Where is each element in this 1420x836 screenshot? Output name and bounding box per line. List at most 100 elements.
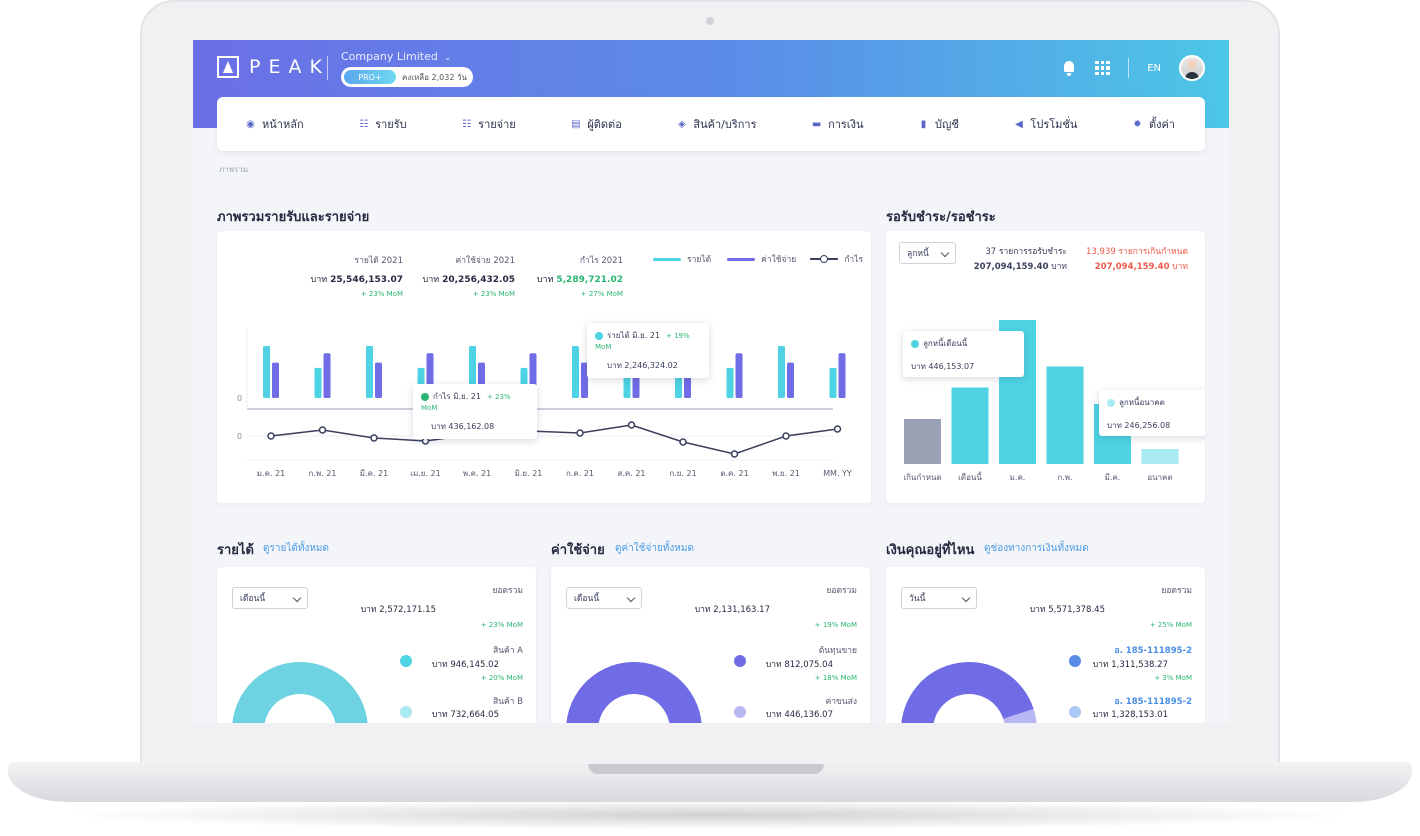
nav-item-6[interactable]: ▬ การเงิน bbox=[811, 115, 864, 133]
summary-value: 5,289,721.02 bbox=[556, 275, 623, 285]
income-donut-chart bbox=[232, 662, 368, 723]
profit-point[interactable] bbox=[576, 429, 584, 437]
legend-profit-swatch bbox=[810, 254, 839, 264]
expense-bar[interactable] bbox=[838, 353, 846, 398]
profit-point[interactable] bbox=[267, 432, 275, 440]
total-value: บาท 5,571,378.45 bbox=[1029, 605, 1105, 615]
income-view-all-link[interactable]: ดูรายได้ทั้งหมด bbox=[263, 543, 330, 554]
tooltip-title: ลูกหนี้อนาคต bbox=[1119, 398, 1165, 407]
nav-item-1[interactable]: ◉ หน้าหลัก bbox=[245, 115, 304, 133]
x-tick-label: MM. YY bbox=[823, 469, 852, 478]
total-label: ยอดรวม bbox=[1161, 586, 1192, 596]
expense-bar[interactable] bbox=[735, 353, 743, 398]
tooltip-dot bbox=[1107, 398, 1115, 407]
income-bar[interactable] bbox=[778, 346, 785, 398]
profit-point[interactable] bbox=[782, 432, 790, 440]
main-nav: ◉ หน้าหลัก ☷ รายรับ ☷ รายจ่าย ▤ ผู้ติดต่อ ◈ สินค้… bbox=[217, 97, 1205, 151]
summary-mom: + 23% MoM bbox=[472, 290, 515, 298]
nav-item-7[interactable]: ▮ บัญชี bbox=[918, 115, 959, 133]
currency-label: บาท bbox=[1172, 262, 1188, 272]
item-color-dot bbox=[1069, 655, 1081, 667]
nav-item-2[interactable]: ☷ รายรับ bbox=[358, 115, 406, 133]
profit-point[interactable] bbox=[833, 425, 842, 433]
ar-pending-label: 37 รายการรอรับชำระ bbox=[985, 247, 1067, 257]
expense-period-select[interactable]: เดือนนี้ bbox=[566, 587, 642, 609]
currency-prefix: บาท bbox=[422, 275, 440, 285]
item-label: อ. 185-111895-2 bbox=[1114, 646, 1193, 656]
ar-bar[interactable] bbox=[1141, 449, 1179, 464]
apps-grid-icon[interactable] bbox=[1095, 60, 1110, 76]
language-switcher[interactable]: EN bbox=[1147, 62, 1161, 74]
nav-item-label: หน้าหลัก bbox=[262, 118, 304, 131]
profit-point[interactable] bbox=[627, 421, 636, 429]
expense-bar[interactable] bbox=[375, 362, 382, 398]
nav-item-3[interactable]: ☷ รายจ่าย bbox=[461, 115, 516, 133]
plan-badge: PRO+ bbox=[344, 70, 396, 84]
x-tick-label: เดือนนี้ bbox=[958, 471, 982, 482]
money-period-select[interactable]: วันนี้ bbox=[901, 587, 977, 609]
money-view-all-link[interactable]: ดูช่องทางการเงินทั้งหมด bbox=[984, 543, 1089, 554]
summary-mom: + 23% MoM bbox=[360, 290, 403, 298]
nav-item-5[interactable]: ◈ สินค้า/บริการ bbox=[676, 115, 756, 133]
bell-icon[interactable] bbox=[1061, 60, 1077, 76]
expense-bar[interactable] bbox=[581, 362, 588, 398]
x-tick-label: อนาคต bbox=[1147, 473, 1172, 482]
expense-bar[interactable] bbox=[787, 362, 794, 398]
x-tick-label: ก.ค. 21 bbox=[566, 469, 594, 478]
profit-point[interactable] bbox=[370, 434, 378, 442]
income-title: รายได้ bbox=[217, 543, 254, 558]
nav-item-label: สินค้า/บริการ bbox=[693, 118, 757, 131]
item-value: บาท 1,311,538.27 bbox=[1092, 660, 1168, 670]
ar-bar[interactable] bbox=[951, 387, 989, 465]
income-bar[interactable] bbox=[263, 346, 270, 398]
profit-point[interactable] bbox=[679, 438, 687, 446]
contacts-icon: ▤ bbox=[571, 118, 581, 130]
money-title: เงินคุณอยู่ที่ไหน bbox=[886, 543, 975, 558]
donut-slice-1 bbox=[566, 662, 702, 723]
income-period-select[interactable]: เดือนนี้ bbox=[232, 587, 308, 609]
top-right-controls: EN bbox=[1061, 54, 1205, 82]
ar-bar[interactable] bbox=[904, 419, 941, 464]
expense-bar[interactable] bbox=[272, 362, 279, 398]
total-value: บาท 2,131,163.17 bbox=[694, 605, 770, 615]
expense-list-icon: ☷ bbox=[462, 118, 472, 130]
ar-bar-chart: เกินกำหนด เดือนนี้ ม.ค. ก.พ. มี.ค. อนาคต bbox=[903, 320, 1179, 482]
nav-item-4[interactable]: ▤ ผู้ติดต่อ bbox=[570, 115, 622, 133]
dashboard-icon: ◉ bbox=[246, 118, 255, 130]
ar-type-select[interactable]: ลูกหนี้ bbox=[899, 242, 956, 264]
ar-overdue-value: 207,094,159.40 bbox=[1094, 262, 1170, 272]
tooltip-mom: + 19% MoM bbox=[595, 332, 690, 351]
expense-bar[interactable] bbox=[323, 353, 331, 398]
tooltip-dot bbox=[595, 331, 603, 340]
profit-point[interactable] bbox=[730, 450, 739, 458]
income-bar[interactable] bbox=[572, 346, 579, 398]
income-expense-chart: 0 0 ม.ค. 21 ก.พ. 21 มี.ค. 21 เม.ย. 21 พ.ค. 21 ม… bbox=[237, 329, 852, 478]
nav-item-label: การเงิน bbox=[828, 118, 864, 131]
peak-logo[interactable]: PEAK bbox=[217, 56, 330, 78]
income-bar[interactable] bbox=[314, 367, 322, 398]
company-switcher[interactable]: Company Limited ⌄ bbox=[341, 50, 451, 63]
expense-card: เดือนนี้ ยอดรวม บาท 2,131,163.17 + 19% M… bbox=[551, 567, 870, 723]
currency-prefix: บาท bbox=[536, 275, 554, 285]
plan-indicator[interactable]: PRO+ คงเหลือ 2,032 วัน bbox=[341, 67, 473, 87]
item-value: บาท 732,664.05 bbox=[431, 710, 499, 720]
tooltip-title: กำไร มิ.ย. 21 bbox=[433, 392, 481, 401]
ar-bar[interactable] bbox=[1046, 366, 1084, 465]
nav-item-label: ผู้ติดต่อ bbox=[587, 118, 622, 131]
income-list-icon: ☷ bbox=[359, 118, 369, 130]
expense-view-all-link[interactable]: ดูค่าใช้จ่ายทั้งหมด bbox=[615, 543, 694, 554]
tooltip-value: บาท 436,162.08 bbox=[431, 422, 495, 431]
logo-text: PEAK bbox=[249, 56, 330, 78]
y-tick-label: 0 bbox=[237, 394, 242, 403]
profit-point[interactable] bbox=[318, 426, 327, 434]
avatar[interactable] bbox=[1179, 55, 1205, 81]
nav-item-label: บัญชี bbox=[935, 118, 959, 131]
nav-item-8[interactable]: ◀ โปรโมชั่น bbox=[1013, 115, 1077, 133]
expense-title: ค่าใช้จ่าย bbox=[551, 543, 605, 558]
summary-value: 20,256,432.05 bbox=[442, 275, 515, 285]
income-bar[interactable] bbox=[366, 346, 373, 398]
income-bar[interactable] bbox=[829, 367, 837, 398]
item-color-dot bbox=[734, 655, 746, 667]
nav-item-9[interactable]: ✹ ตั้งค่า bbox=[1132, 115, 1175, 133]
income-bar[interactable] bbox=[726, 367, 734, 398]
